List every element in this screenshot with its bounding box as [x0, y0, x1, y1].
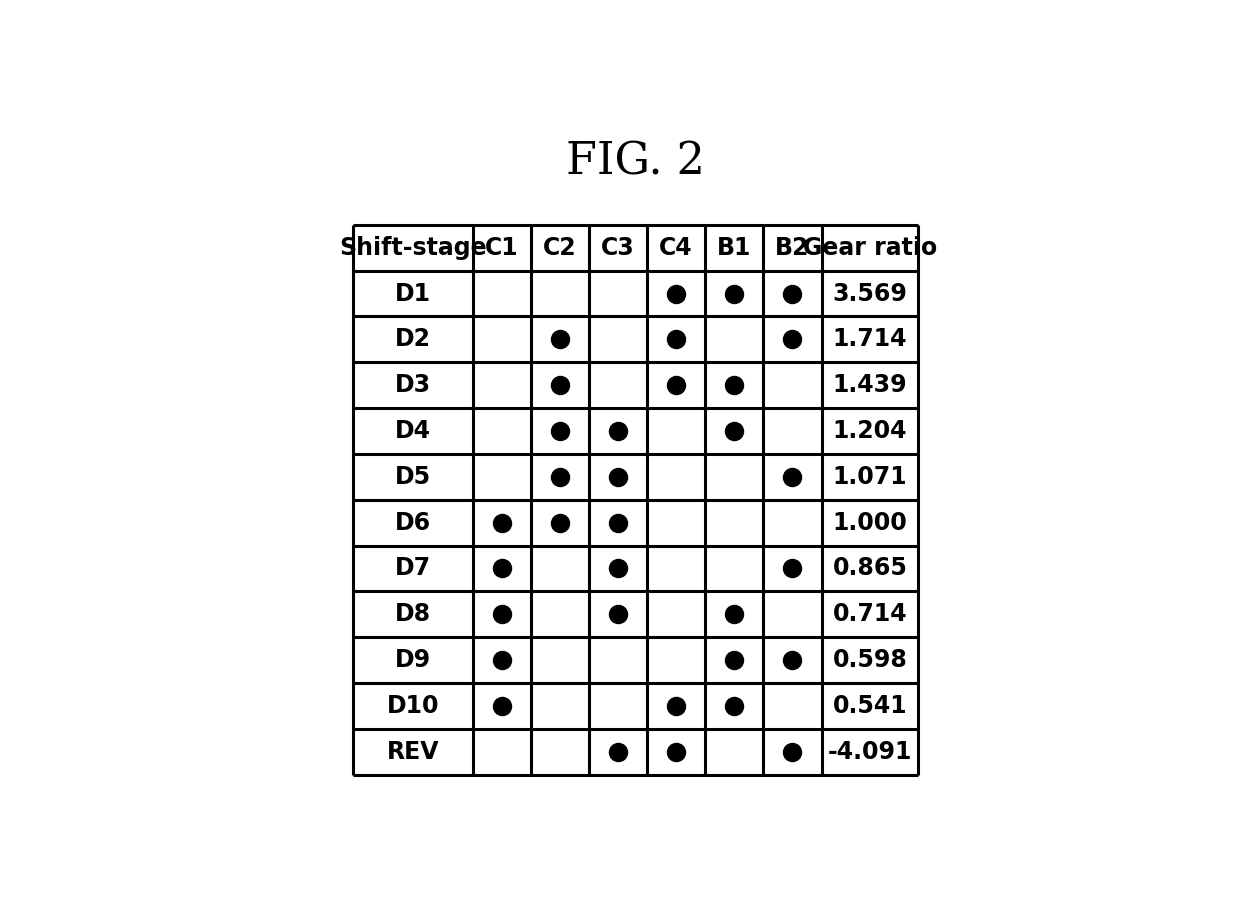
- Text: D10: D10: [387, 693, 439, 718]
- Text: B1: B1: [717, 236, 751, 259]
- Text: REV: REV: [387, 740, 439, 763]
- Text: C3: C3: [601, 236, 635, 259]
- Text: -4.091: -4.091: [828, 740, 913, 763]
- Text: 0.541: 0.541: [832, 693, 908, 718]
- Text: D9: D9: [394, 648, 430, 672]
- Text: 1.000: 1.000: [832, 511, 908, 534]
- Text: 1.439: 1.439: [832, 373, 908, 397]
- Text: D6: D6: [394, 511, 430, 534]
- Text: 0.865: 0.865: [832, 556, 908, 581]
- Text: 1.714: 1.714: [833, 328, 908, 351]
- Text: D7: D7: [394, 556, 430, 581]
- Text: B2: B2: [775, 236, 810, 259]
- Text: Gear ratio: Gear ratio: [802, 236, 937, 259]
- Text: C1: C1: [485, 236, 518, 259]
- Text: 0.714: 0.714: [832, 602, 908, 626]
- Text: D1: D1: [394, 281, 430, 306]
- Text: C4: C4: [660, 236, 693, 259]
- Text: Shift-stage: Shift-stage: [339, 236, 486, 259]
- Text: D4: D4: [394, 419, 430, 443]
- Text: D8: D8: [394, 602, 430, 626]
- Text: 0.598: 0.598: [832, 648, 908, 672]
- Text: D2: D2: [394, 328, 430, 351]
- Text: D5: D5: [394, 465, 430, 489]
- Text: 1.204: 1.204: [833, 419, 908, 443]
- Text: FIG. 2: FIG. 2: [567, 141, 704, 184]
- Text: D3: D3: [394, 373, 430, 397]
- Text: 3.569: 3.569: [832, 281, 908, 306]
- Text: C2: C2: [543, 236, 577, 259]
- Text: 1.071: 1.071: [832, 465, 908, 489]
